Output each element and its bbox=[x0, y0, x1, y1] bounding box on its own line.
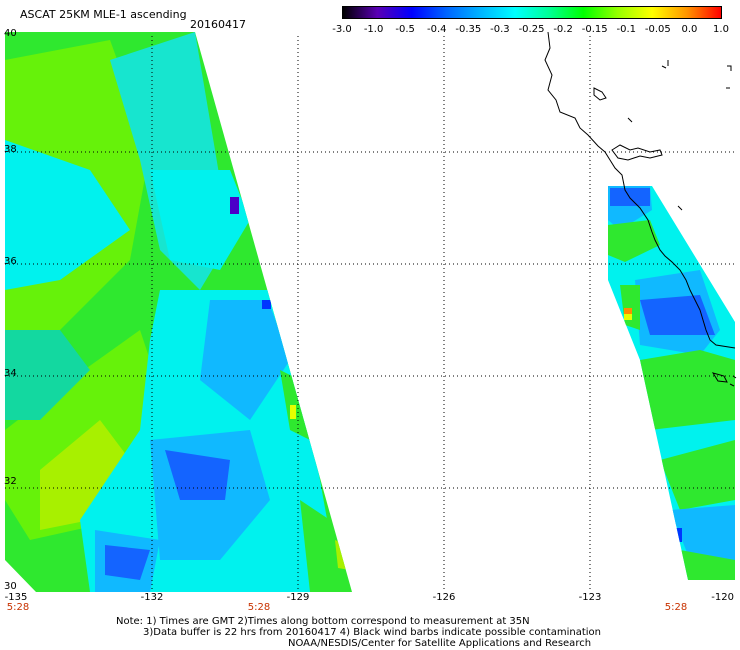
swath-pixel bbox=[230, 197, 239, 214]
longitude-label: -126 bbox=[433, 592, 456, 603]
colorbar-tick-label: -0.15 bbox=[581, 24, 608, 35]
colorbar-tick-label: 0.0 bbox=[681, 24, 698, 35]
swath-pixel bbox=[674, 528, 682, 542]
lake-outline bbox=[661, 65, 667, 69]
colorbar-tick-label: 1.0 bbox=[713, 24, 729, 35]
colorbar-tick-label: -0.05 bbox=[644, 24, 671, 35]
colorbar-tick-label: -1.0 bbox=[363, 24, 384, 35]
channel-island bbox=[729, 383, 735, 387]
colorbar-tick-label: -0.1 bbox=[616, 24, 637, 35]
map-title: ASCAT 25KM MLE-1 ascending bbox=[20, 8, 187, 21]
note-line-2: 3)Data buffer is 22 hrs from 20160417 4)… bbox=[143, 627, 601, 638]
swath-region bbox=[608, 220, 660, 262]
colorbar-tick-label: -0.4 bbox=[426, 24, 447, 35]
time-label: 5:28 bbox=[665, 602, 687, 613]
latitude-label: 34 bbox=[4, 368, 17, 379]
longitude-label: -120 bbox=[711, 592, 734, 603]
swath-region bbox=[5, 330, 90, 420]
time-label: 5:28 bbox=[248, 602, 270, 613]
longitude-label: -123 bbox=[579, 592, 602, 603]
swath-pixel bbox=[290, 405, 296, 419]
colorbar-tick-label: -0.2 bbox=[553, 24, 573, 35]
swath-region bbox=[620, 285, 640, 330]
lake-outline bbox=[627, 117, 633, 123]
right-swath bbox=[608, 186, 735, 580]
swath-region bbox=[640, 295, 715, 335]
swath-region bbox=[105, 545, 150, 580]
latitude-label: 40 bbox=[4, 28, 17, 39]
swath-region bbox=[5, 140, 130, 290]
swath-region bbox=[660, 440, 735, 510]
longitude-label: -132 bbox=[141, 592, 164, 603]
latitude-label: 36 bbox=[4, 256, 17, 267]
longitude-label: -135 bbox=[5, 592, 28, 603]
swath-pixel bbox=[262, 300, 271, 309]
swath-pixel bbox=[624, 308, 632, 314]
time-label: 5:28 bbox=[7, 602, 29, 613]
left-swath bbox=[5, 32, 352, 592]
swath-region bbox=[680, 550, 735, 580]
longitude-label: -129 bbox=[287, 592, 310, 603]
swath-pixel bbox=[610, 188, 650, 206]
lake-outline bbox=[593, 87, 607, 101]
lat-lon-grid bbox=[5, 36, 735, 592]
credit-line: NOAA/NESDIS/Center for Satellite Applica… bbox=[288, 638, 592, 649]
latitude-label: 32 bbox=[4, 476, 17, 487]
swath-region bbox=[300, 500, 350, 592]
colorbar-tick-label: -0.3 bbox=[490, 24, 510, 35]
swath-region bbox=[40, 420, 130, 530]
swath-region bbox=[670, 505, 735, 560]
latitude-label: 30 bbox=[4, 581, 17, 592]
colorbar-tick-label: -0.35 bbox=[455, 24, 482, 35]
time-labels: 5:28 5:28 5:28 bbox=[7, 602, 687, 613]
colorbar-tick-label: -0.5 bbox=[395, 24, 415, 35]
swath-pixel bbox=[624, 314, 632, 320]
lake-outline bbox=[677, 205, 683, 211]
colorbar-labels: -3.0 -1.0 -0.5 -0.4 -0.35 -0.3 -0.25 -0.2 -0.15-… bbox=[328, 24, 736, 36]
latitude-label: 38 bbox=[4, 144, 17, 155]
channel-island bbox=[711, 372, 728, 383]
map-date: 20160417 bbox=[190, 18, 246, 31]
colorbar-tick-label: -3.0 bbox=[332, 24, 352, 35]
swath-region bbox=[200, 300, 290, 420]
swath-region bbox=[640, 350, 735, 430]
note-line-1: Note: 1) Times are GMT 2)Times along bot… bbox=[116, 616, 530, 627]
colorbar bbox=[342, 6, 722, 19]
lake-outline bbox=[727, 65, 732, 71]
swath-region bbox=[150, 170, 250, 270]
california-coastline bbox=[544, 31, 736, 349]
colorbar-tick-label: -0.25 bbox=[518, 24, 545, 35]
longitude-axis-labels: -135 -132 -129 -126 -123 -120 bbox=[5, 592, 734, 603]
latitude-axis-labels: 40 38 36 34 32 30 bbox=[4, 28, 17, 592]
